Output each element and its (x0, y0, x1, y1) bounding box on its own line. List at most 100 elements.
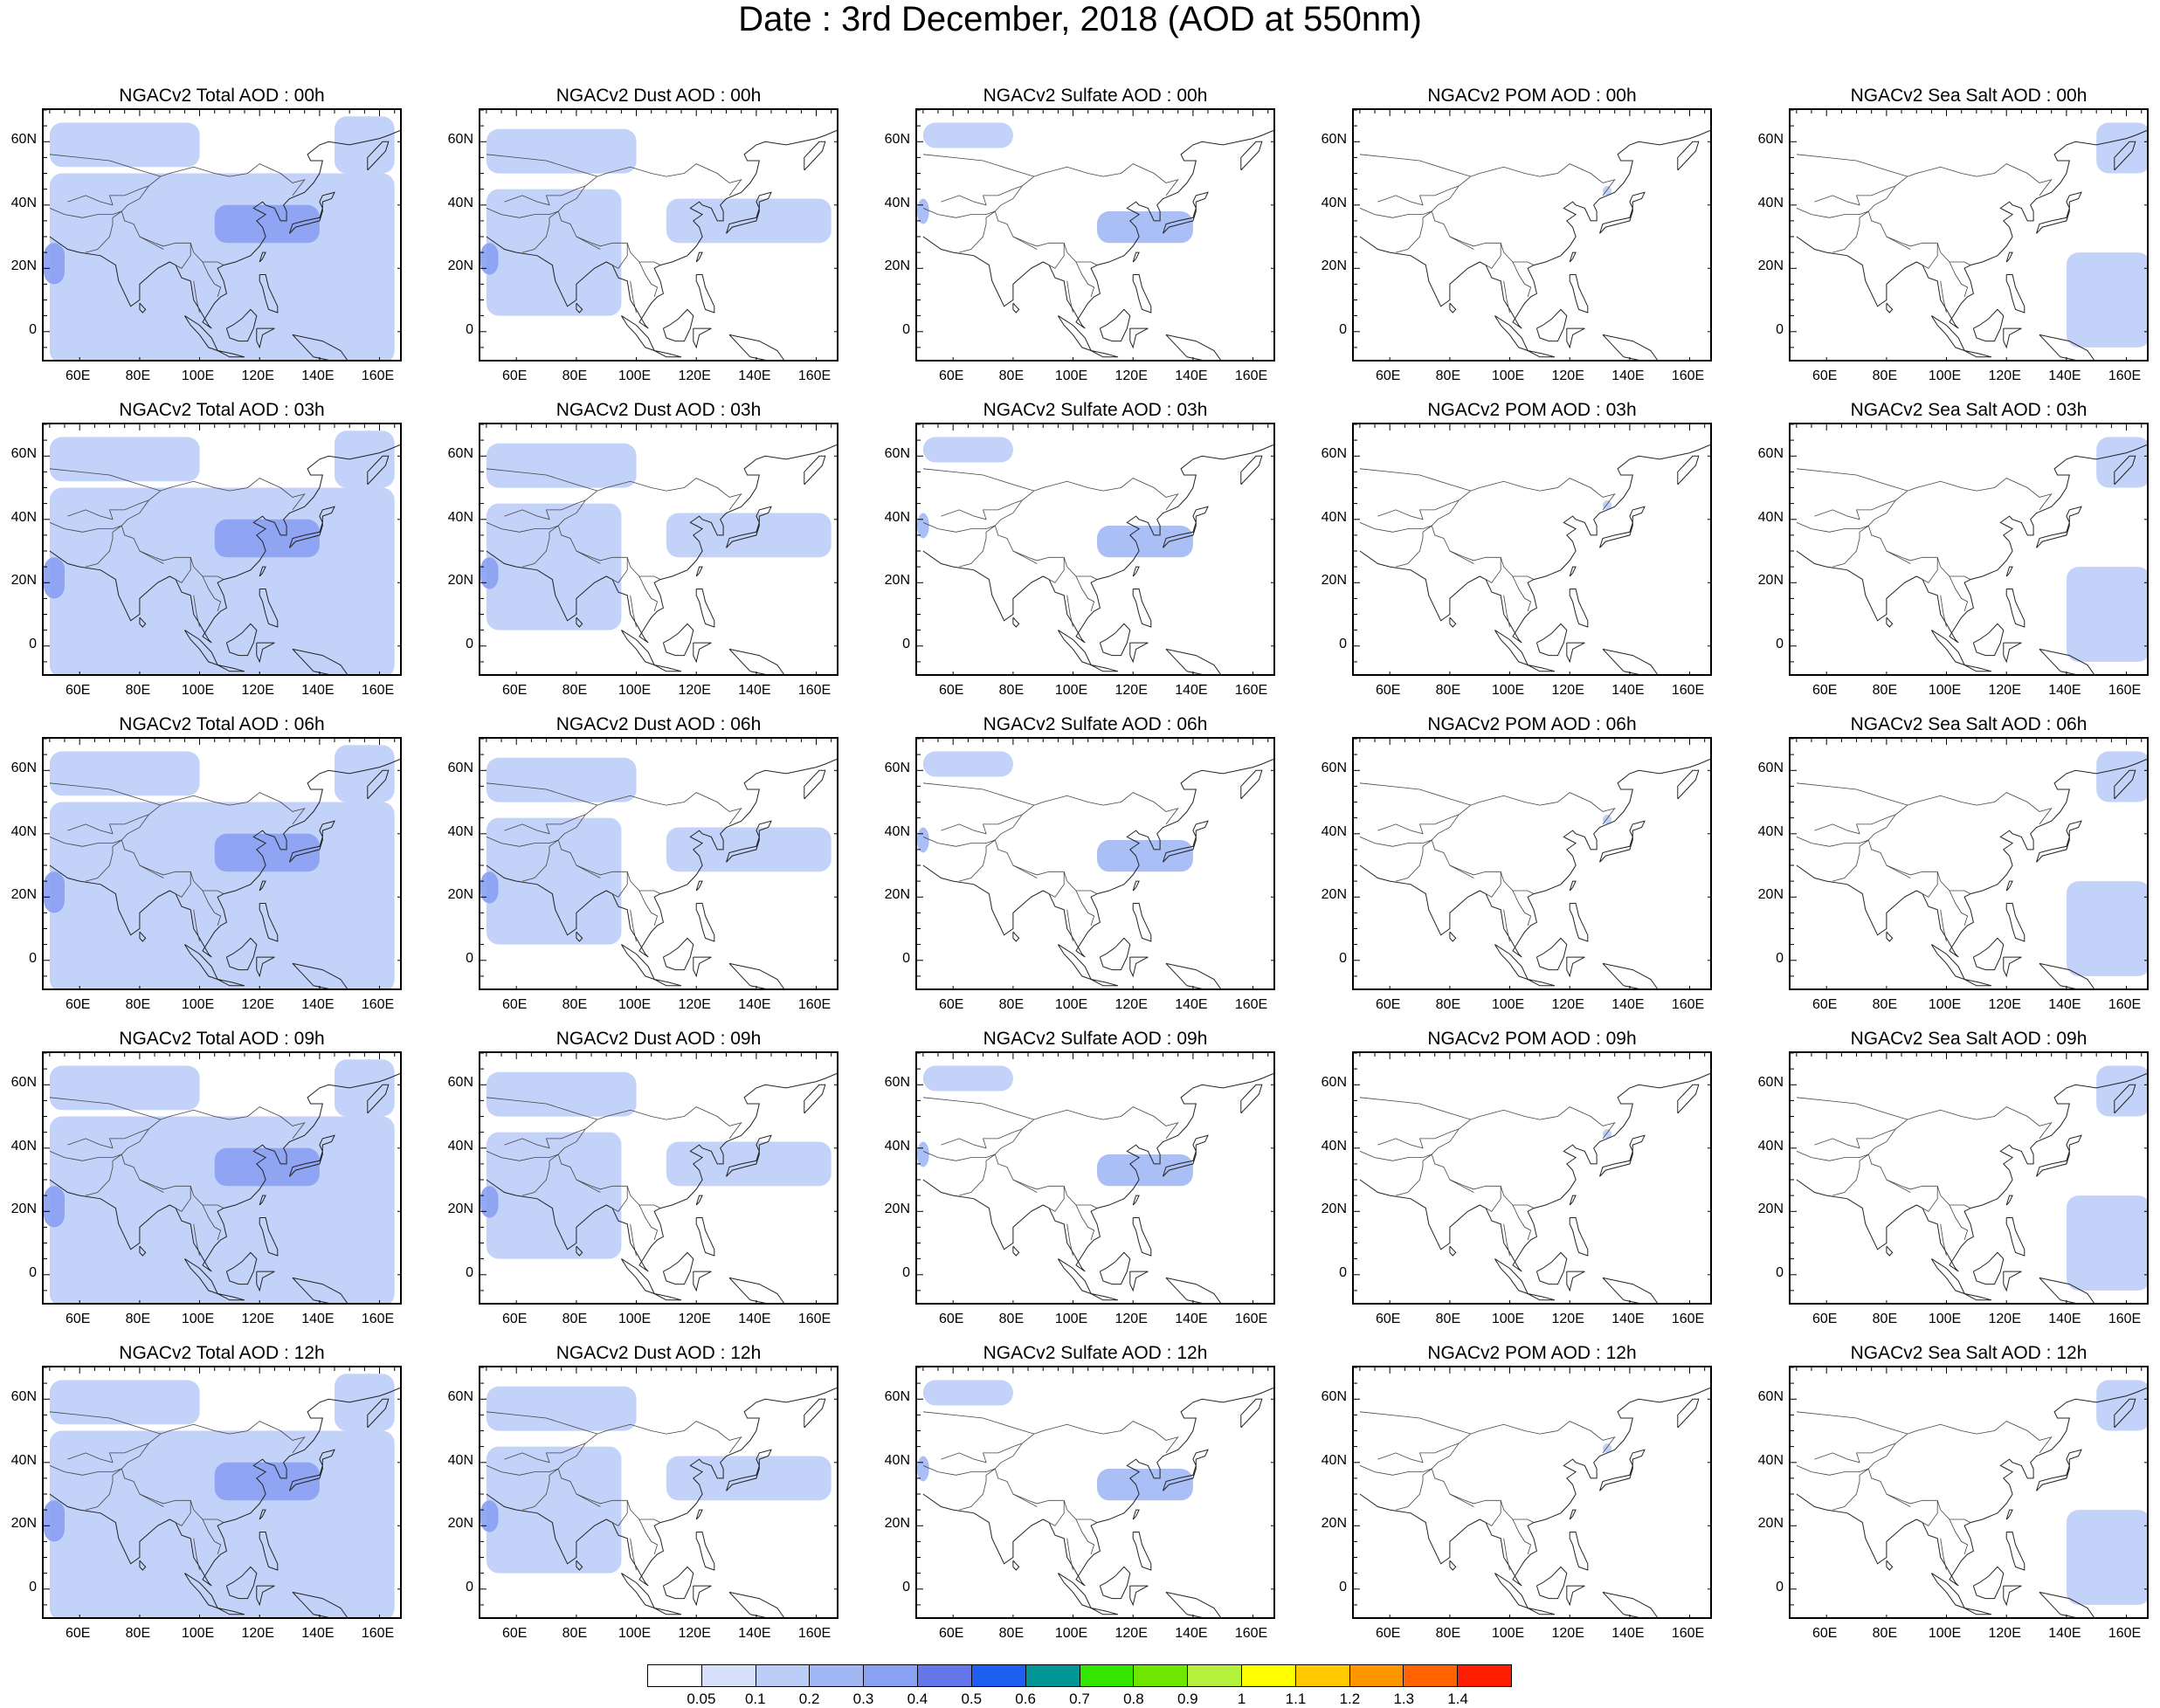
lon-tick-label: 100E (618, 683, 652, 698)
map-panel-dust-00h: NGACv2 Dust AOD : 00h 60N 40N 20N 0 60E 80E 100… (448, 86, 838, 383)
map-svg (480, 1053, 837, 1303)
country-border (1886, 1493, 1911, 1507)
aod-region (666, 1141, 832, 1187)
lon-tick-label: 140E (301, 683, 335, 698)
coastline (292, 1277, 348, 1303)
country-border (638, 261, 659, 298)
country-border (576, 550, 601, 564)
map-panel-dust-12h: NGACv2 Dust AOD : 12h 60N 40N 20N 0 60E 80E 100… (448, 1343, 838, 1641)
coastline (292, 1591, 348, 1617)
country-border (121, 176, 224, 265)
country-border (1886, 864, 1911, 878)
aod-region (44, 243, 65, 285)
lat-tick-label: 40N (884, 195, 910, 210)
coastline (2039, 648, 2094, 674)
country-border (85, 1468, 122, 1511)
country-border (941, 814, 1023, 835)
country-border (1449, 236, 1474, 250)
lat-tick-label: 40N (1321, 823, 1347, 839)
map-svg (44, 110, 400, 360)
map-frame (42, 1366, 402, 1619)
coastline (1599, 1134, 1646, 1177)
lon-tick-label: 120E (1551, 683, 1584, 698)
lon-tick-label: 60E (501, 1626, 528, 1641)
coastline (49, 758, 400, 958)
coastline (1972, 937, 2005, 971)
country-border (139, 1179, 164, 1193)
lat-tick-label: 40N (10, 823, 37, 839)
coastline (804, 769, 826, 800)
lat-tick-label: 60N (1757, 1389, 1784, 1405)
lon-tick-label: 80E (562, 683, 588, 698)
country-border (611, 871, 628, 898)
lon-tick-label: 60E (501, 1312, 528, 1326)
aod-region (49, 437, 200, 482)
lat-tick-label: 0 (902, 636, 910, 651)
country-border (1449, 864, 1474, 878)
coastline (2114, 455, 2136, 486)
coastline (225, 623, 258, 657)
country-border (504, 185, 586, 206)
country-border (1012, 1179, 1038, 1193)
lat-tick-label: 60N (10, 1389, 37, 1405)
coastline (1527, 1608, 1556, 1615)
country-border (922, 154, 1179, 196)
panel-title: NGACv2 Sulfate AOD : 06h (983, 714, 1208, 734)
lat-tick-label: 20N (447, 887, 473, 903)
lat-tick-label: 20N (1757, 258, 1784, 274)
lon-tick-label: 160E (361, 997, 395, 1012)
country-border (576, 864, 601, 878)
coastline (1449, 1560, 1457, 1571)
aod-region (335, 745, 395, 802)
lat-tick-label: 20N (884, 1202, 910, 1217)
country-border (1012, 1493, 1038, 1507)
coastline (1963, 979, 1992, 987)
country-border (1395, 839, 1432, 882)
country-border (49, 468, 306, 511)
country-border (557, 490, 661, 580)
aod-region (2066, 1510, 2147, 1605)
map-panel-dust-06h: NGACv2 Dust AOD : 06h 60N 40N 20N 0 60E 80E 100… (448, 714, 838, 1012)
aod-region (49, 751, 200, 796)
map-panel-dust-03h: NGACv2 Dust AOD : 03h 60N 40N 20N 0 60E 80E 100… (448, 400, 838, 698)
lat-tick-label: 20N (884, 887, 910, 903)
country-border (1359, 154, 1616, 196)
country-border (557, 176, 661, 265)
coastline (1569, 903, 1589, 942)
aod-region (917, 198, 929, 224)
coastline (1569, 880, 1577, 892)
country-border (1066, 1223, 1073, 1257)
coastline (1163, 506, 1209, 548)
country-border (1075, 1204, 1095, 1241)
coastline (259, 589, 279, 628)
country-border (1066, 595, 1073, 628)
lon-tick-label: 60E (938, 683, 964, 698)
coastline (225, 1566, 258, 1600)
coastline (576, 302, 583, 313)
coastline (620, 630, 656, 666)
lon-tick-label: 100E (1928, 683, 1962, 698)
coastline (183, 630, 219, 666)
coastline (486, 1387, 837, 1587)
coastline (2003, 956, 2022, 978)
aod-region (486, 443, 637, 488)
lat-tick-label: 0 (902, 950, 910, 966)
map-svg (44, 1053, 400, 1303)
country-border (1922, 557, 1938, 583)
lon-tick-label: 60E (938, 997, 964, 1012)
country-border (630, 909, 637, 942)
map-panel-sea-salt-12h: NGACv2 Sea Salt AOD : 12h 60N 40N 20N 0 60E 80… (1758, 1343, 2149, 1641)
coastline (1099, 623, 1131, 657)
lon-tick-label: 140E (1175, 1312, 1208, 1326)
lat-tick-label: 40N (1757, 1138, 1784, 1154)
lat-tick-label: 20N (10, 887, 37, 903)
aod-region (214, 833, 320, 872)
map-svg (1354, 1367, 1710, 1617)
coastline (1886, 1245, 1894, 1257)
colorbar-box (810, 1665, 865, 1686)
map-svg (1354, 1053, 1710, 1303)
country-border (519, 525, 559, 533)
country-border (1359, 208, 1393, 218)
coastline (289, 1134, 335, 1177)
colorbar-label: 0.05 (687, 1691, 716, 1707)
